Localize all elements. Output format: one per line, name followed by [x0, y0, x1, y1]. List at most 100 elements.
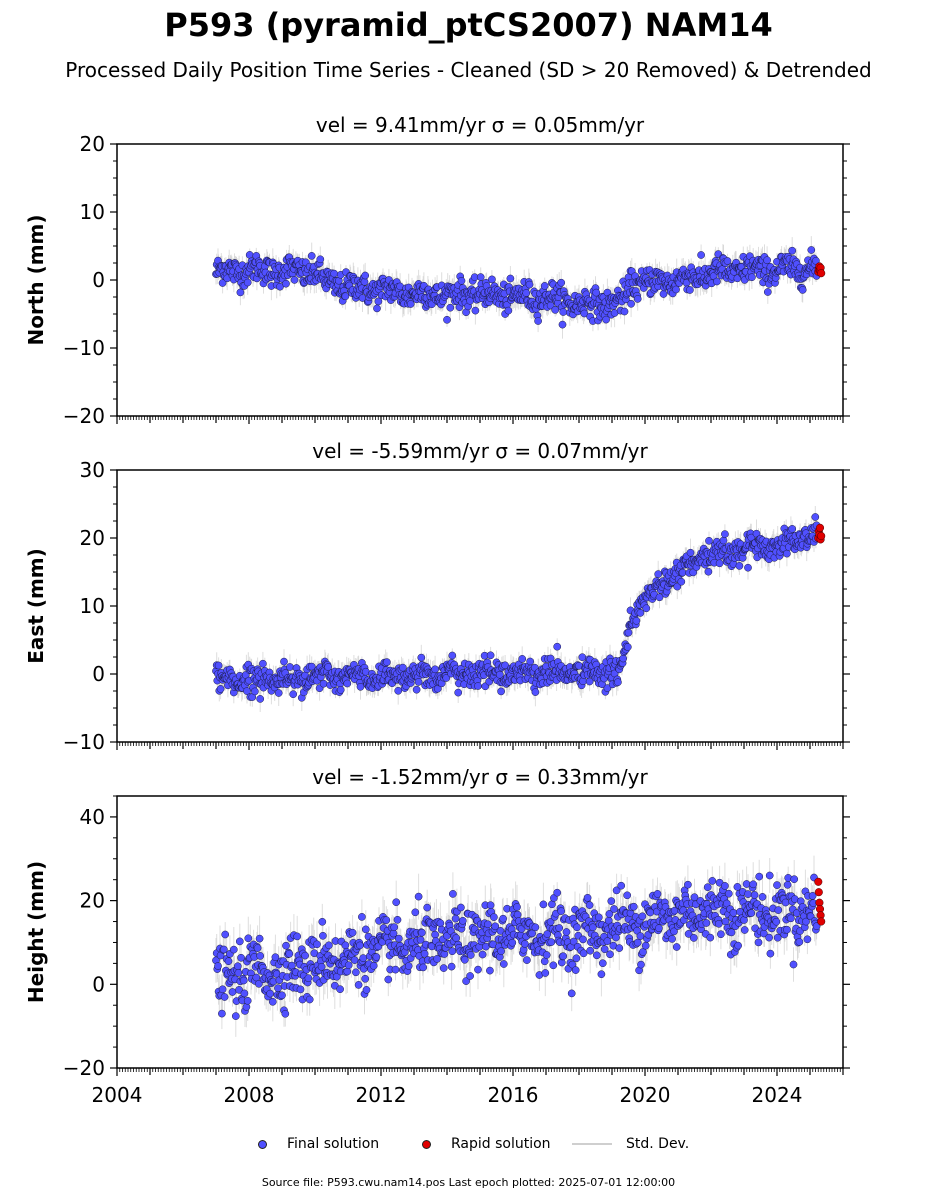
final-solution-point	[623, 643, 632, 651]
final-solution-point	[406, 300, 415, 308]
final-solution-point	[783, 549, 791, 558]
rapid-solution-point	[817, 531, 826, 541]
final-solution-point	[290, 276, 299, 284]
final-solution-point	[686, 286, 694, 294]
final-solution-point	[251, 687, 259, 696]
final-solution-point	[214, 661, 223, 670]
final-solution-point	[236, 288, 245, 297]
page-subtitle: Processed Daily Position Time Series - C…	[65, 58, 872, 82]
final-solution-point	[719, 536, 728, 545]
panel-east: −10 0 10 20 30 vel = -5.59mm/yr σ = 0.07mm/yr…	[24, 439, 850, 754]
final-solution-point	[324, 663, 333, 671]
final-solution-point	[341, 292, 350, 301]
final-solution-point	[677, 577, 686, 586]
final-solution-point	[642, 604, 651, 613]
final-solution-point	[319, 679, 328, 688]
final-solution-point	[506, 274, 515, 283]
rapid-solution-point	[817, 269, 826, 278]
final-solution-point	[614, 678, 622, 687]
final-solution-point	[697, 251, 705, 259]
final-solution-point	[356, 682, 365, 691]
final-solution-point	[316, 255, 325, 264]
east-axes-frame	[116, 469, 844, 743]
final-solution-point	[336, 686, 345, 694]
north-data-points	[212, 236, 826, 339]
y-tick-label: 20	[80, 132, 105, 156]
final-solution-point	[280, 657, 288, 666]
final-solution-point	[431, 665, 439, 674]
final-solution-point	[704, 567, 713, 576]
time-series-plot: −20 −10 0 10 20 vel = 9.41mm/yr σ = 0.05mm/yr…	[24, 113, 850, 1107]
y-tick-label: 10	[80, 200, 105, 224]
final-solution-point	[373, 304, 381, 313]
final-solution-point	[282, 279, 290, 288]
final-solution-point	[394, 686, 403, 695]
final-solution-point	[374, 297, 383, 306]
final-solution-point	[578, 653, 587, 662]
final-solution-point	[558, 320, 567, 329]
final-solution-point	[627, 299, 635, 308]
final-solution-point	[525, 280, 534, 289]
final-solution-point	[243, 278, 252, 287]
final-solution-point	[551, 306, 560, 314]
height-data-points	[212, 855, 826, 1037]
final-solution-point	[289, 690, 298, 699]
east-y-axis-label: East (mm)	[24, 548, 48, 664]
y-tick-label: −10	[63, 730, 105, 754]
final-solution-point	[274, 689, 283, 697]
final-solution-point	[495, 670, 504, 679]
final-solution-point	[763, 256, 771, 265]
final-solution-point	[497, 687, 505, 696]
final-solution-point	[446, 303, 455, 312]
final-solution-point	[655, 593, 664, 602]
final-solution-point	[705, 536, 713, 545]
final-solution-point	[553, 642, 562, 651]
y-tick-label: −10	[63, 336, 105, 360]
east-data-points	[212, 506, 826, 712]
final-solution-point	[636, 609, 645, 617]
final-solution-point	[218, 279, 227, 287]
final-solution-point	[443, 315, 451, 324]
final-solution-point	[603, 684, 612, 692]
final-solution-point	[488, 275, 496, 284]
final-solution-point	[398, 663, 407, 672]
final-solution-point	[501, 661, 509, 670]
final-solution-point	[522, 289, 531, 297]
final-solution-point	[504, 306, 513, 315]
final-solution-point	[457, 276, 466, 285]
final-solution-point	[713, 277, 721, 286]
final-solution-point	[624, 628, 633, 637]
final-solution-point	[654, 570, 663, 578]
final-solution-point	[518, 655, 527, 663]
final-solution-point	[474, 682, 482, 690]
final-solution-point	[307, 662, 316, 671]
final-solution-point	[633, 295, 642, 303]
final-solution-point	[798, 286, 807, 294]
y-tick-label: 10	[80, 594, 105, 618]
final-solution-point	[723, 257, 732, 265]
final-solution-point	[559, 308, 568, 316]
final-solution-point	[715, 559, 724, 568]
final-solution-point	[686, 548, 695, 557]
final-solution-point	[286, 663, 294, 671]
final-solution-point	[632, 616, 641, 625]
y-tick-label: −20	[63, 404, 105, 428]
y-tick-label: 0	[92, 662, 105, 686]
north-panel-title: vel = 9.41mm/yr σ = 0.05mm/yr	[316, 113, 645, 137]
rapid-solution-point	[815, 523, 825, 532]
final-solution-point	[811, 513, 820, 521]
final-solution-point	[243, 687, 251, 695]
final-solution-point	[788, 525, 797, 533]
final-solution-point	[454, 688, 463, 697]
final-solution-point	[330, 269, 338, 278]
final-solution-point	[721, 530, 729, 538]
final-solution-point	[259, 659, 267, 668]
final-solution-point	[580, 309, 589, 318]
final-solution-point	[592, 288, 601, 297]
page-title: P593 (pyramid_ptCS2007) NAM14	[164, 6, 773, 44]
final-solution-point	[788, 246, 797, 255]
final-solution-point	[540, 282, 549, 290]
final-solution-point	[678, 568, 687, 577]
final-solution-point	[807, 246, 816, 254]
